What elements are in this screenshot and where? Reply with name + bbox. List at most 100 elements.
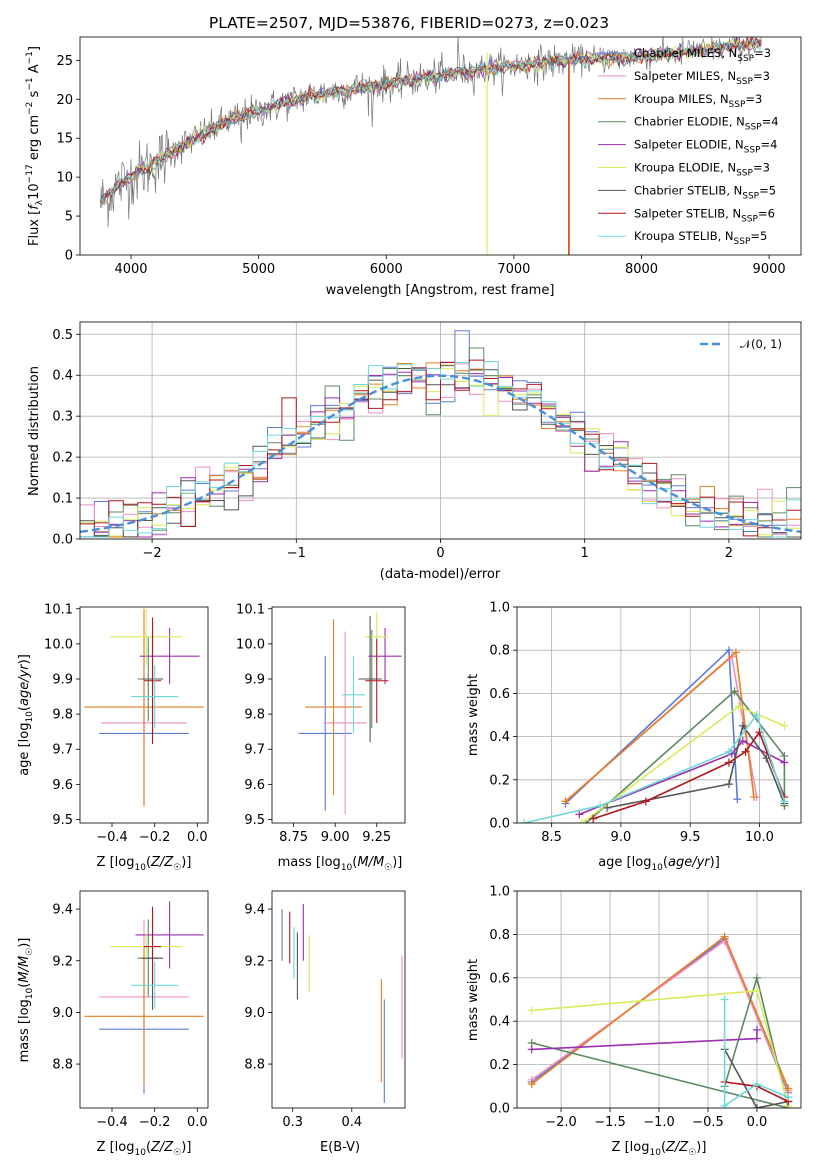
weight-vs-age-x-label: age [log10(age/yr)] <box>598 855 720 873</box>
y-tick-label: 9.8 <box>52 708 73 723</box>
weight-vs-age-x-label-part: age [log <box>598 855 651 870</box>
legend-label-gaussian: 𝒩(0, 1) <box>740 337 782 351</box>
y-tick-label: 1.0 <box>489 885 510 900</box>
legend-label-part: SSP <box>745 123 762 133</box>
y-tick-label: 0.2 <box>489 1058 510 1073</box>
weight-marker <box>784 1084 793 1093</box>
legend-label: Salpeter STELIB, NSSP=6 <box>634 206 775 224</box>
weight-vs-z-x-label-part: )] <box>696 1140 706 1155</box>
y-tick-label: 0.0 <box>489 1102 510 1117</box>
weight-marker <box>734 702 743 711</box>
y-tick-label: 0.8 <box>489 644 510 659</box>
y-tick-label: 8.8 <box>52 1058 73 1073</box>
age-vs-z-x-label-part: ☉ <box>173 863 181 873</box>
y-tick-label: 20 <box>56 93 73 108</box>
x-tick-label: −1 <box>287 546 306 561</box>
weight-marker <box>784 1093 793 1102</box>
age-vs-mass-axes-plot-area <box>298 612 402 815</box>
mass-vs-ebv-axes-border <box>271 890 406 1109</box>
weight-line-chabrier-elodie <box>531 974 790 1108</box>
age-vs-mass-x-label-part: 10 <box>341 863 353 873</box>
y-tick-label: 0.6 <box>489 971 510 986</box>
legend-label-part: =5 <box>750 229 767 243</box>
x-tick-label: 1 <box>581 546 589 561</box>
x-tick-label: −2.0 <box>545 1115 577 1130</box>
y-tick-label: 0.0 <box>489 817 510 832</box>
weight-vs-age-axes-frame: 8.5 9.0 9.5 10.0 0.0 0.2 0.4 0.6 0.8 1.0 <box>489 601 802 845</box>
age-vs-z-axes-border <box>79 606 209 824</box>
y-tick-label: 10.1 <box>236 602 265 617</box>
y-tick-label: 1.0 <box>489 601 510 616</box>
mass-vs-z-y-label-part: )] <box>17 938 32 948</box>
weight-marker <box>752 1104 761 1108</box>
weight-vs-age-x-label-part: 10 <box>651 863 663 873</box>
y-tick-label: 9.5 <box>244 813 265 828</box>
x-tick-label: −1.0 <box>643 1115 675 1130</box>
mass-vs-z-x-label: Z [log10(Z/Z☉)] <box>97 1140 192 1158</box>
age-vs-z-x-label-part: Z/Z <box>150 855 174 870</box>
x-tick-label: 7000 <box>497 262 530 277</box>
y-tick-label: 10.0 <box>236 637 265 652</box>
age-vs-z-y-label: age [log10(age/yr)] <box>17 654 35 776</box>
y-tick-label: 9.0 <box>244 1006 265 1021</box>
spectrum-y-label-part: λ <box>35 199 45 205</box>
x-tick-label: 9000 <box>753 262 786 277</box>
age-vs-z-x-label: Z [log10(Z/Z☉)] <box>97 855 192 873</box>
y-tick-label: 9.9 <box>244 673 265 688</box>
spectrum-y-label-part: ] <box>27 46 42 51</box>
histogram-axes-border <box>79 321 802 540</box>
age-vs-mass-x-label-part: M/M <box>357 855 384 870</box>
weight-marker <box>724 747 733 756</box>
x-tick-label: 0 <box>436 546 444 561</box>
model-spectrum-kroupa-stelib <box>100 38 762 206</box>
legend-label: Chabrier ELODIE, NSSP=4 <box>634 115 779 133</box>
weight-marker <box>749 793 758 802</box>
weight-marker <box>527 1045 536 1054</box>
weight-marker <box>561 797 570 806</box>
mass-vs-z-y-label-part: mass [log <box>17 999 32 1062</box>
weight-marker <box>731 648 740 657</box>
x-tick-label: 4000 <box>114 262 147 277</box>
age-vs-mass-x-label-part: )] <box>392 855 402 870</box>
age-vs-z-y-label-part: )] <box>17 654 32 664</box>
y-tick-label: 25 <box>56 54 73 69</box>
spectrum-axes-frame: 4000 5000 6000 7000 8000 9000 0 5 10 15 20 25 <box>56 36 802 277</box>
weight-marker <box>752 1080 761 1089</box>
age-vs-z-axes: −0.4 −0.2 0.0 9.5 9.6 9.7 9.8 9.9 10.0 10.1 <box>44 602 209 845</box>
weight-marker <box>578 819 587 823</box>
x-tick-label: 8000 <box>625 262 658 277</box>
weight-vs-z-axes-plot-area <box>527 932 793 1108</box>
mass-vs-z-y-label-part: 10 <box>25 987 35 999</box>
spectrum-y-label-part: f <box>27 203 42 210</box>
spectrum-y-label-part: Flux [ <box>27 210 42 246</box>
legend-label-part: Kroupa ELODIE, N <box>634 161 736 175</box>
y-tick-label: 9.2 <box>244 954 265 969</box>
mass-vs-z-y-label: mass [log10(M/M☉)] <box>17 938 35 1063</box>
legend-label-part: =4 <box>761 138 778 152</box>
y-tick-label: 0.4 <box>489 730 510 745</box>
mass-vs-z-y-label-part: M/M <box>17 956 32 983</box>
x-tick-label: 8.75 <box>279 830 308 845</box>
x-tick-label: −0.2 <box>139 830 171 845</box>
y-tick-label: 0.6 <box>489 687 510 702</box>
y-tick-label: 5 <box>65 210 73 225</box>
y-tick-label: 0 <box>65 249 73 264</box>
weight-vs-z-x-label-part: 10 <box>649 1148 661 1158</box>
y-tick-label: 9.4 <box>244 903 265 918</box>
y-tick-label: 9.8 <box>244 708 265 723</box>
x-tick-label: −1.5 <box>594 1115 626 1130</box>
legend-label: Kroupa STELIB, NSSP=5 <box>634 229 767 247</box>
y-tick-label: 15 <box>56 132 73 147</box>
weight-vs-z-x-label: Z [log10(Z/Z☉)] <box>612 1140 707 1158</box>
spectrum-y-label-part: erg cm <box>27 115 42 164</box>
mass-vs-z-axes: −0.4 −0.2 0.0 8.8 9.0 9.2 9.4 <box>52 890 209 1130</box>
weight-marker <box>780 721 789 730</box>
legend-label-part: Chabrier STELIB, N <box>634 183 742 197</box>
weight-marker <box>733 795 742 804</box>
age-vs-mass-axes: 8.75 9.00 9.25 9.5 9.6 9.7 9.8 9.9 10.0 10.1 <box>236 602 406 845</box>
weight-marker <box>724 758 733 767</box>
y-tick-label: 10.0 <box>44 637 73 652</box>
mass-vs-ebv-axes-plot-area <box>281 903 403 1103</box>
age-vs-mass-x-label: mass [log10(M/M☉)] <box>278 855 403 873</box>
